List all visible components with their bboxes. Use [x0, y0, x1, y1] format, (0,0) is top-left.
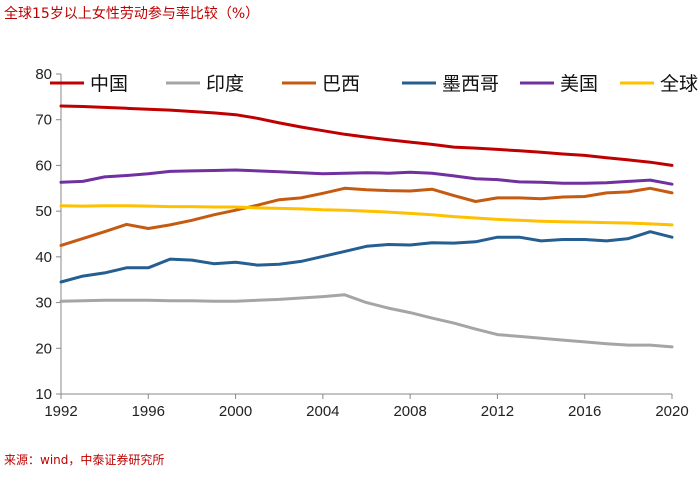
axes: 10 20 30 40 50 60 70 80 1992 1996 2000 2004 2008 2012…	[35, 66, 688, 420]
y-tick-label: 70	[35, 112, 52, 129]
legend-label: 美国	[560, 73, 598, 95]
legend-label: 巴西	[322, 73, 360, 95]
y-tick-label: 30	[35, 295, 52, 312]
series-line-2	[59, 186, 674, 247]
y-tick-label: 50	[35, 203, 52, 220]
y-tick-label: 80	[35, 66, 52, 83]
y-tick-label: 20	[35, 340, 52, 357]
legend-label: 中国	[90, 73, 128, 95]
source-note: 来源：wind，中泰证券研究所	[4, 453, 165, 467]
x-tick-label: 2012	[481, 403, 514, 420]
x-tick-label: 2000	[219, 403, 252, 420]
legend: 中国 印度 巴西 墨西哥 美国 全球	[50, 73, 698, 95]
series-line-4	[59, 168, 674, 186]
legend-label: 印度	[206, 73, 244, 95]
series-line-0	[59, 104, 674, 167]
series-line-3	[59, 230, 674, 284]
series-line-5	[59, 204, 674, 227]
x-tick-label: 2020	[655, 403, 688, 420]
y-tick-label: 10	[35, 386, 52, 403]
y-tick-label: 40	[35, 249, 52, 266]
series-line-1	[59, 293, 674, 349]
y-tick-label: 60	[35, 157, 52, 174]
legend-label: 墨西哥	[442, 73, 499, 95]
x-tick-label: 2008	[393, 403, 426, 420]
chart-title: 全球15岁以上女性劳动参与率比较（%）	[4, 6, 260, 22]
x-tick-label: 2004	[306, 403, 339, 420]
series-layer	[59, 104, 674, 349]
x-tick-label: 1992	[44, 403, 77, 420]
x-tick-label: 2016	[568, 403, 601, 420]
legend-label: 全球	[660, 73, 698, 95]
x-tick-label: 1996	[132, 403, 165, 420]
